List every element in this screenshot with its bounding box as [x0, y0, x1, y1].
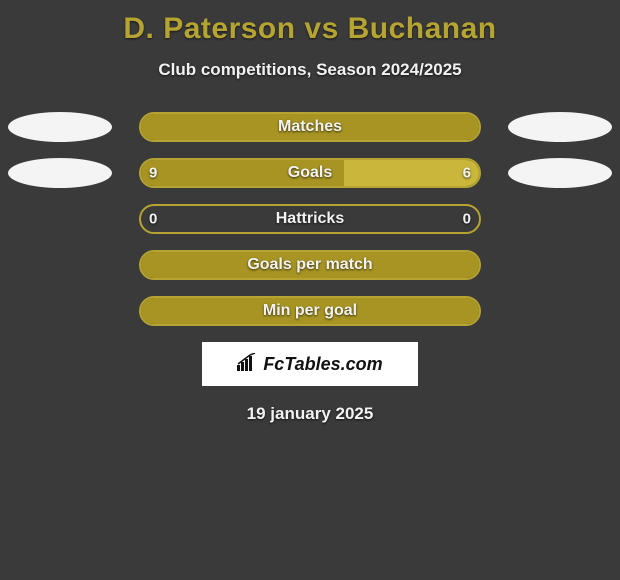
- bar-fill-left: [141, 160, 344, 186]
- bar-fill-left: [141, 114, 479, 140]
- bar-track: 0 0Hattricks: [139, 204, 481, 234]
- left-value: 9: [149, 165, 157, 182]
- bar-track: 96Goals: [139, 158, 481, 188]
- side-marker-right: [508, 158, 612, 188]
- left-value: 0: [149, 211, 157, 228]
- bar-fill-left: [141, 252, 479, 278]
- logo-box: FcTables.com: [202, 342, 418, 386]
- stat-row: 96Goals: [0, 158, 620, 188]
- bar-fill-right: [344, 160, 479, 186]
- bar-label: Hattricks: [141, 210, 479, 228]
- side-marker-left: [8, 158, 112, 188]
- barchart-icon: [237, 353, 259, 376]
- logo: FcTables.com: [237, 353, 382, 376]
- stat-row: 0 0Hattricks: [0, 204, 620, 234]
- bar-track: Goals per match: [139, 250, 481, 280]
- right-value: 0: [463, 211, 471, 228]
- side-marker-right: [508, 112, 612, 142]
- chart-area: Matches96Goals00HattricksGoals per match…: [0, 112, 620, 326]
- right-value: 6: [463, 165, 471, 182]
- stat-row: Matches: [0, 112, 620, 142]
- comparison-infographic: D. Paterson vs Buchanan Club competition…: [0, 0, 620, 424]
- page-title: D. Paterson vs Buchanan: [0, 0, 620, 46]
- date-label: 19 january 2025: [0, 404, 620, 424]
- logo-text: FcTables.com: [263, 354, 382, 375]
- stat-row: Goals per match: [0, 250, 620, 280]
- bar-track: Matches: [139, 112, 481, 142]
- stat-row: Min per goal: [0, 296, 620, 326]
- side-marker-left: [8, 112, 112, 142]
- bar-track: Min per goal: [139, 296, 481, 326]
- subtitle: Club competitions, Season 2024/2025: [0, 60, 620, 80]
- bar-fill-left: [141, 298, 479, 324]
